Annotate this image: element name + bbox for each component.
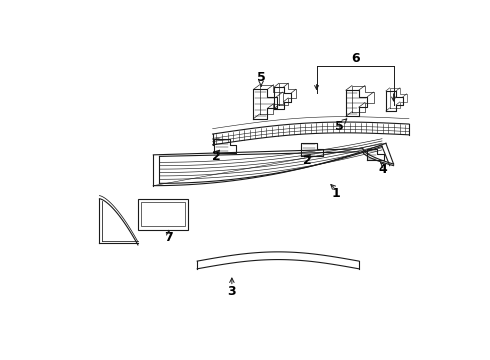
Text: 7: 7 xyxy=(164,231,173,244)
Text: 2: 2 xyxy=(212,150,221,163)
Text: 4: 4 xyxy=(378,163,387,176)
Text: 3: 3 xyxy=(227,285,236,298)
Text: 1: 1 xyxy=(331,187,340,200)
Text: 5: 5 xyxy=(257,71,266,84)
Bar xyxy=(138,199,188,230)
Text: 5: 5 xyxy=(335,120,344,133)
Text: 2: 2 xyxy=(303,154,312,167)
Bar xyxy=(141,202,185,226)
Text: 6: 6 xyxy=(351,52,359,65)
